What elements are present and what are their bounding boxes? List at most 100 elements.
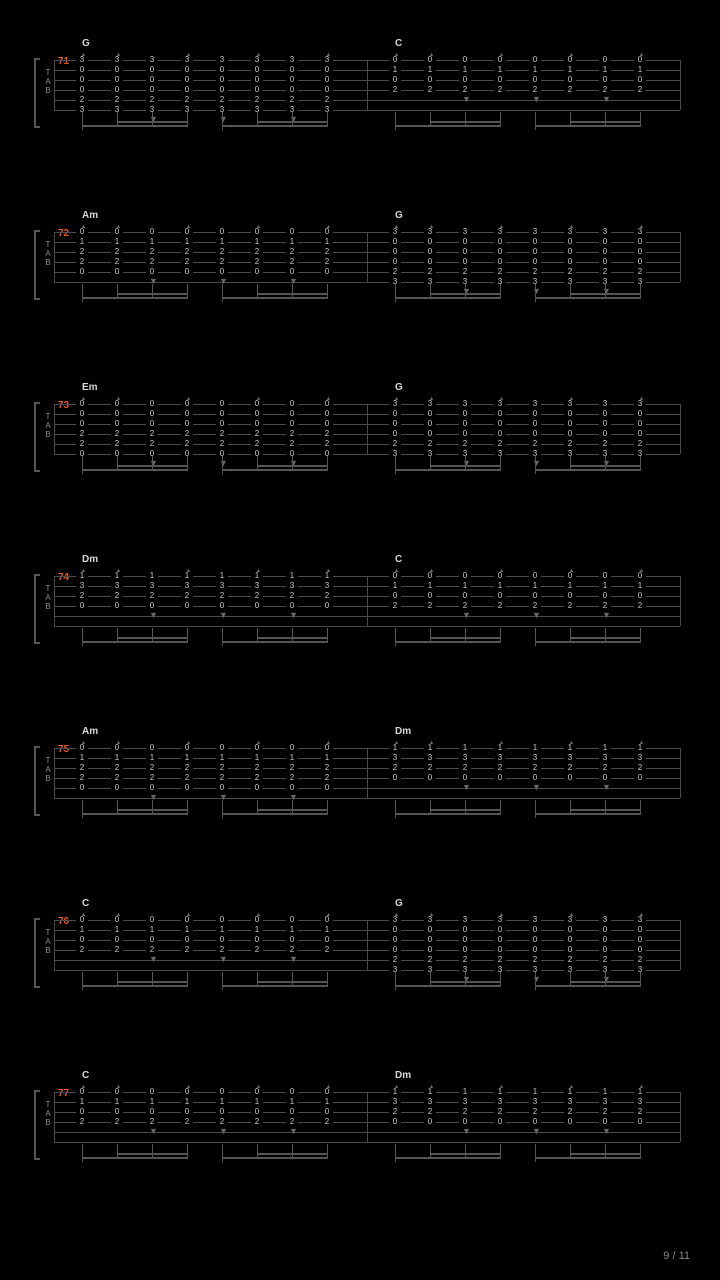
fret-number: 0 — [389, 56, 401, 64]
staff: ▲0102▲0102▼0102▲0102▼0102▲0102▼0102▲0102… — [54, 920, 680, 970]
chord-column: ▲01220 — [251, 232, 263, 282]
fret-number: 1 — [76, 1098, 88, 1106]
strum-down-icon: ▼ — [532, 96, 541, 102]
fret-number: 2 — [424, 1108, 436, 1116]
chord-column: ▼0102 — [286, 1092, 298, 1142]
beam — [257, 465, 328, 467]
fret-number: 1 — [389, 744, 401, 752]
chord-label: G — [395, 382, 403, 393]
fret-number: 0 — [146, 400, 158, 408]
fret-number: 2 — [286, 592, 298, 600]
beam — [430, 465, 501, 467]
fret-number: 0 — [634, 572, 646, 580]
fret-number: 0 — [599, 946, 611, 954]
beam — [82, 125, 188, 127]
stem — [395, 972, 396, 990]
fret-number: 2 — [286, 248, 298, 256]
fret-number: 2 — [459, 86, 471, 94]
strum-down-icon: ▼ — [149, 794, 158, 800]
fret-number: 3 — [424, 916, 436, 924]
fret-number: 1 — [459, 66, 471, 74]
chord-column: ▼300023 — [599, 920, 611, 970]
beam — [535, 297, 641, 299]
fret-number: 0 — [251, 86, 263, 94]
fret-number: 1 — [424, 1088, 436, 1096]
fret-number: 3 — [216, 582, 228, 590]
fret-number: 0 — [321, 66, 333, 74]
fret-number: 0 — [321, 410, 333, 418]
fret-number: 2 — [111, 1118, 123, 1126]
strum-down-icon: ▼ — [219, 460, 228, 466]
fret-number: 0 — [389, 926, 401, 934]
chord-label: Dm — [82, 554, 98, 565]
fret-number: 2 — [494, 602, 506, 610]
fret-number: 3 — [424, 754, 436, 762]
fret-number: 0 — [494, 410, 506, 418]
fret-number: 0 — [321, 420, 333, 428]
fret-number: 1 — [111, 1098, 123, 1106]
chord-column: ▲0102 — [76, 920, 88, 970]
fret-number: 1 — [286, 238, 298, 246]
fret-number: 1 — [321, 238, 333, 246]
fret-number: 0 — [529, 936, 541, 944]
chord-column: ▲300023 — [111, 60, 123, 110]
fret-number: 3 — [529, 228, 541, 236]
fret-number: 0 — [251, 936, 263, 944]
fret-number: 0 — [181, 784, 193, 792]
fret-number: 1 — [286, 572, 298, 580]
beam — [570, 121, 641, 123]
chord-column: ▲01220 — [251, 748, 263, 798]
chord-column: ▲000220 — [76, 404, 88, 454]
fret-number: 3 — [459, 916, 471, 924]
fret-number: 0 — [286, 86, 298, 94]
fret-number: 1 — [181, 926, 193, 934]
chord-label: C — [395, 38, 402, 49]
fret-number: 2 — [216, 774, 228, 782]
fret-number: 0 — [251, 916, 263, 924]
beam — [430, 637, 501, 639]
fret-number: 0 — [146, 1108, 158, 1116]
fret-number: 0 — [424, 774, 436, 782]
fret-number: 0 — [216, 76, 228, 84]
fret-number: 1 — [459, 582, 471, 590]
fret-number: 1 — [634, 582, 646, 590]
chord-column: ▼300023 — [216, 60, 228, 110]
strum-down-icon: ▼ — [289, 1128, 298, 1134]
chord-column: ▲1320 — [564, 748, 576, 798]
fret-number: 3 — [599, 400, 611, 408]
strum-down-icon: ▼ — [149, 956, 158, 962]
tab-system: TAB76CG▲0102▲0102▼0102▲0102▼0102▲0102▼01… — [40, 920, 680, 990]
chord-column: ▲0102 — [634, 576, 646, 626]
fret-number: 3 — [111, 582, 123, 590]
beam — [222, 1157, 328, 1159]
fret-number: 1 — [599, 1088, 611, 1096]
fret-number: 0 — [146, 744, 158, 752]
fret-number: 0 — [286, 228, 298, 236]
beam — [395, 297, 501, 299]
fret-number: 0 — [529, 774, 541, 782]
fret-number: 1 — [599, 66, 611, 74]
fret-number: 0 — [286, 268, 298, 276]
fret-number: 2 — [494, 268, 506, 276]
fret-number: 2 — [286, 430, 298, 438]
fret-number: 2 — [494, 1108, 506, 1116]
staff-line — [54, 798, 680, 799]
tab-system: TAB72AmG▲01220▲01220▼01220▲01220▼01220▲0… — [40, 232, 680, 302]
chord-column: ▼1320 — [286, 576, 298, 626]
fret-number: 0 — [181, 228, 193, 236]
fret-number: 3 — [599, 1098, 611, 1106]
tab-system: TAB71GC▲300023▲300023▼300023▲300023▼3000… — [40, 60, 680, 130]
tab-system: TAB73EmG▲000220▲000220▼000220▲000220▼000… — [40, 404, 680, 474]
fret-number: 0 — [146, 410, 158, 418]
fret-number: 0 — [424, 410, 436, 418]
fret-number: 0 — [459, 430, 471, 438]
fret-number: 0 — [216, 228, 228, 236]
fret-number: 2 — [286, 946, 298, 954]
fret-number: 0 — [216, 744, 228, 752]
fret-number: 0 — [494, 592, 506, 600]
fret-number: 0 — [459, 248, 471, 256]
fret-number: 0 — [599, 572, 611, 580]
staff: ▲0102▲0102▼0102▲0102▼0102▲0102▼0102▲0102… — [54, 1092, 680, 1142]
fret-number: 0 — [111, 410, 123, 418]
chord-column: ▲1320 — [111, 576, 123, 626]
